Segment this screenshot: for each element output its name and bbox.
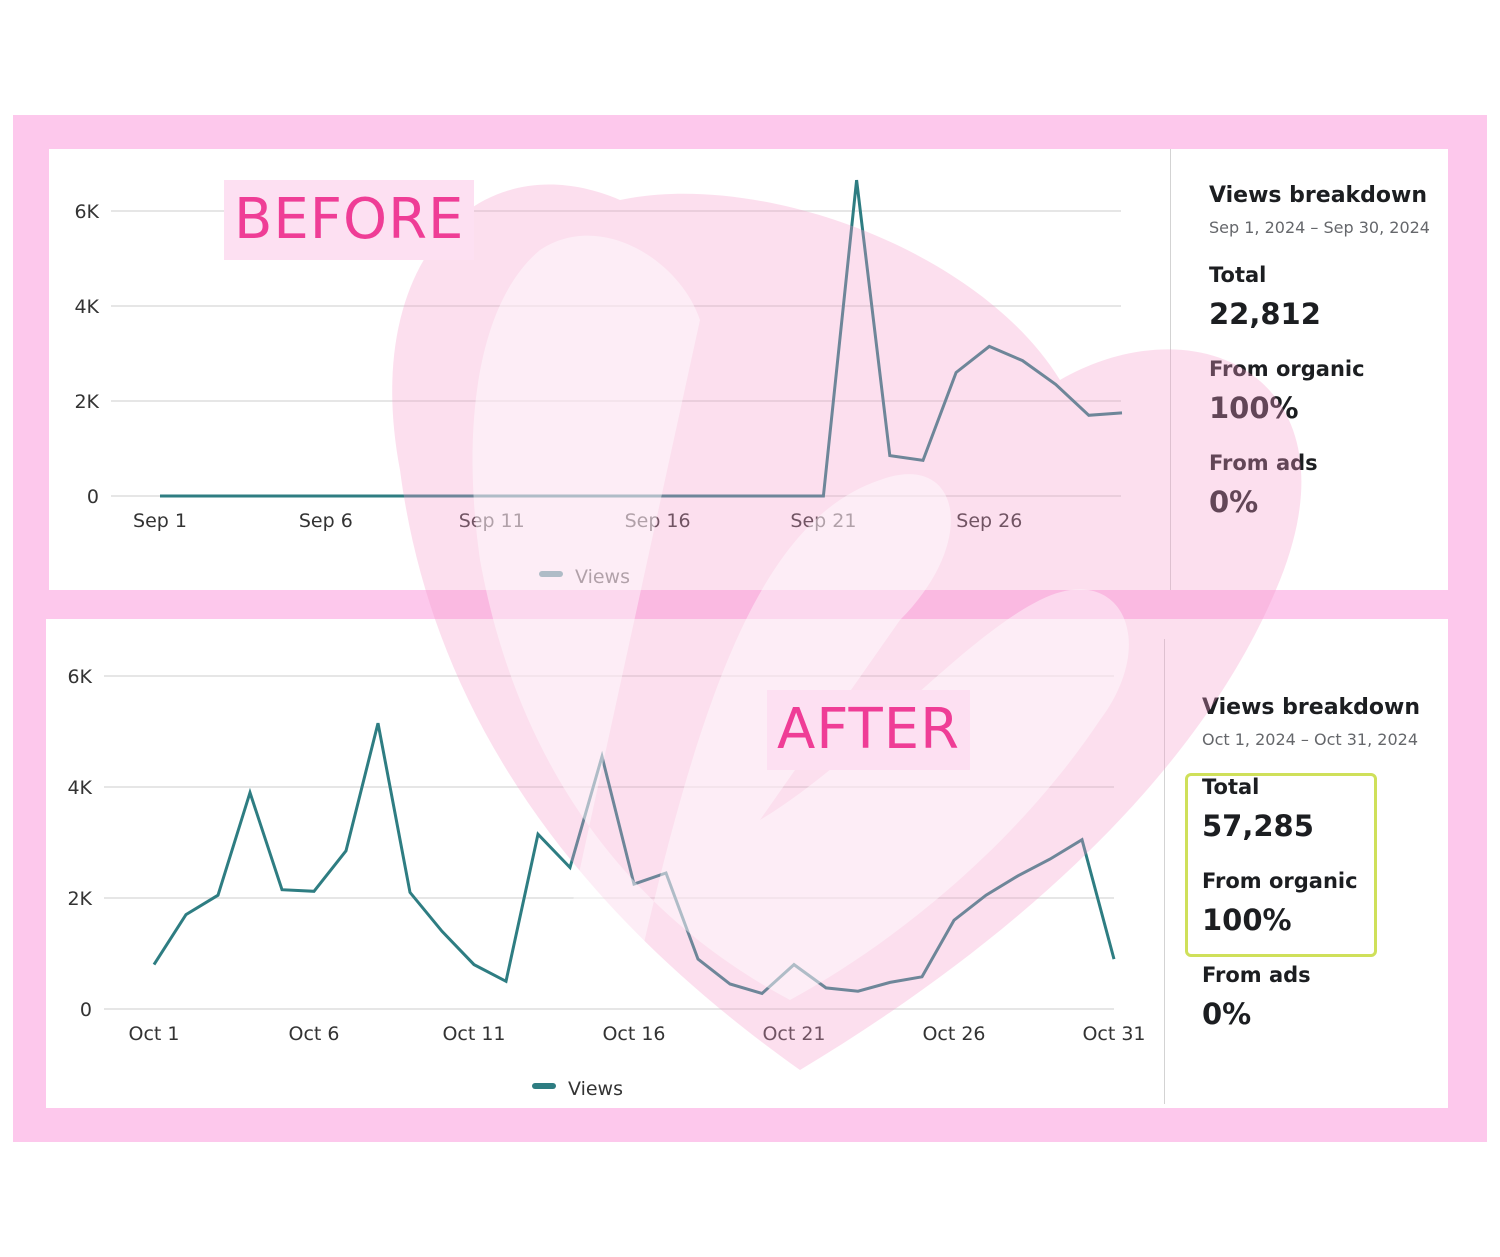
before-date-range: Sep 1, 2024 – Sep 30, 2024 xyxy=(1209,218,1430,237)
before-y-tick-label: 2K xyxy=(74,391,99,413)
after-label: AFTER xyxy=(767,690,971,770)
before-label: BEFORE xyxy=(224,180,475,260)
before-total-label: Total xyxy=(1209,263,1267,287)
before-legend-label: Views xyxy=(575,566,630,588)
after-total-label: Total xyxy=(1202,775,1260,799)
before-x-tick-label: Sep 6 xyxy=(299,510,353,532)
before-organic-label: From organic xyxy=(1209,357,1365,381)
before-legend-swatch xyxy=(539,571,563,577)
before-y-tick-label: 0 xyxy=(87,486,99,508)
before-ads-value: 0% xyxy=(1209,485,1259,519)
after-y-tick-label: 4K xyxy=(67,777,92,799)
before-breakdown-title: Views breakdown xyxy=(1209,183,1428,208)
after-organic-label: From organic xyxy=(1202,869,1358,893)
after-organic-value: 100% xyxy=(1202,903,1292,937)
after-date-range: Oct 1, 2024 – Oct 31, 2024 xyxy=(1202,730,1418,749)
after-divider xyxy=(1164,639,1165,1104)
before-ads-label: From ads xyxy=(1209,451,1318,475)
after-x-tick-label: Oct 6 xyxy=(289,1023,340,1045)
before-x-tick-label: Sep 21 xyxy=(790,510,856,532)
before-organic-value: 100% xyxy=(1209,391,1299,425)
after-total-value: 57,285 xyxy=(1202,809,1314,843)
before-x-tick-label: Sep 11 xyxy=(459,510,525,532)
after-y-tick-label: 2K xyxy=(67,888,92,910)
before-breakdown: Views breakdown Sep 1, 2024 – Sep 30, 20… xyxy=(1209,183,1430,519)
after-x-tick-label: Oct 26 xyxy=(922,1023,985,1045)
before-views-chart: 0 2K 4K 6K Sep 1 Sep 6 Sep 11 Sep 16 Sep 21 Sep 2… xyxy=(74,179,1123,588)
before-total-value: 22,812 xyxy=(1209,297,1321,331)
after-views-line xyxy=(152,722,1116,996)
before-views-line xyxy=(160,179,1123,498)
after-x-tick-label: Oct 11 xyxy=(442,1023,505,1045)
after-y-tick-label: 0 xyxy=(80,999,92,1021)
after-x-tick-label: Oct 1 xyxy=(129,1023,180,1045)
after-legend-label: Views xyxy=(568,1078,623,1100)
before-y-tick-label: 6K xyxy=(74,201,99,223)
before-divider xyxy=(1170,149,1171,590)
after-x-tick-label: Oct 16 xyxy=(602,1023,665,1045)
after-legend-swatch xyxy=(532,1083,556,1089)
after-ads-label: From ads xyxy=(1202,963,1311,987)
after-x-tick-label: Oct 31 xyxy=(1082,1023,1145,1045)
after-y-tick-label: 6K xyxy=(67,666,92,688)
before-x-tick-label: Sep 1 xyxy=(133,510,187,532)
after-breakdown: Views breakdown Oct 1, 2024 – Oct 31, 20… xyxy=(1202,695,1420,1031)
before-x-tick-label: Sep 16 xyxy=(625,510,691,532)
after-breakdown-title: Views breakdown xyxy=(1202,695,1421,720)
before-y-tick-label: 4K xyxy=(74,296,99,318)
after-ads-value: 0% xyxy=(1202,997,1252,1031)
after-views-chart: 0 2K 4K 6K Oct 1 Oct 6 Oct 11 Oct 16 Oct 21 Oct 2… xyxy=(67,666,1145,1100)
after-panel: 0 2K 4K 6K Oct 1 Oct 6 Oct 11 Oct 16 Oct 21 Oct 2… xyxy=(46,619,1448,1108)
total-highlight-box xyxy=(1185,773,1377,957)
after-x-tick-label: Oct 21 xyxy=(762,1023,825,1045)
before-x-tick-label: Sep 26 xyxy=(956,510,1022,532)
